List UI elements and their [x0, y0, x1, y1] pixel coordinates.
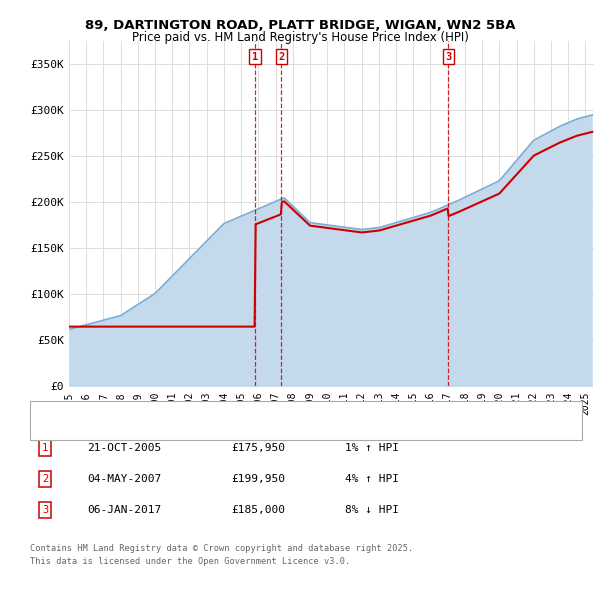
Text: This data is licensed under the Open Government Licence v3.0.: This data is licensed under the Open Gov… [30, 558, 350, 566]
Text: 1% ↑ HPI: 1% ↑ HPI [345, 444, 399, 453]
Text: 89, DARTINGTON ROAD, PLATT BRIDGE, WIGAN, WN2 5BA (detached house): 89, DARTINGTON ROAD, PLATT BRIDGE, WIGAN… [66, 407, 446, 417]
Text: £175,950: £175,950 [231, 444, 285, 453]
Text: Price paid vs. HM Land Registry's House Price Index (HPI): Price paid vs. HM Land Registry's House … [131, 31, 469, 44]
Text: 89, DARTINGTON ROAD, PLATT BRIDGE, WIGAN, WN2 5BA: 89, DARTINGTON ROAD, PLATT BRIDGE, WIGAN… [85, 19, 515, 32]
Text: 1: 1 [42, 444, 48, 453]
Text: 21-OCT-2005: 21-OCT-2005 [87, 444, 161, 453]
Text: —: — [45, 405, 59, 419]
Text: 8% ↓ HPI: 8% ↓ HPI [345, 505, 399, 514]
Text: £199,950: £199,950 [231, 474, 285, 484]
Text: HPI: Average price, detached house, Wigan: HPI: Average price, detached house, Wiga… [66, 425, 282, 435]
Text: 2: 2 [42, 474, 48, 484]
Text: Contains HM Land Registry data © Crown copyright and database right 2025.: Contains HM Land Registry data © Crown c… [30, 545, 413, 553]
Text: £185,000: £185,000 [231, 505, 285, 514]
Text: 4% ↑ HPI: 4% ↑ HPI [345, 474, 399, 484]
Text: 3: 3 [42, 505, 48, 514]
Text: —: — [45, 423, 59, 437]
Text: 1: 1 [252, 52, 258, 62]
Text: 2: 2 [278, 52, 284, 62]
Text: 06-JAN-2017: 06-JAN-2017 [87, 505, 161, 514]
Text: 04-MAY-2007: 04-MAY-2007 [87, 474, 161, 484]
Text: 3: 3 [445, 52, 452, 62]
